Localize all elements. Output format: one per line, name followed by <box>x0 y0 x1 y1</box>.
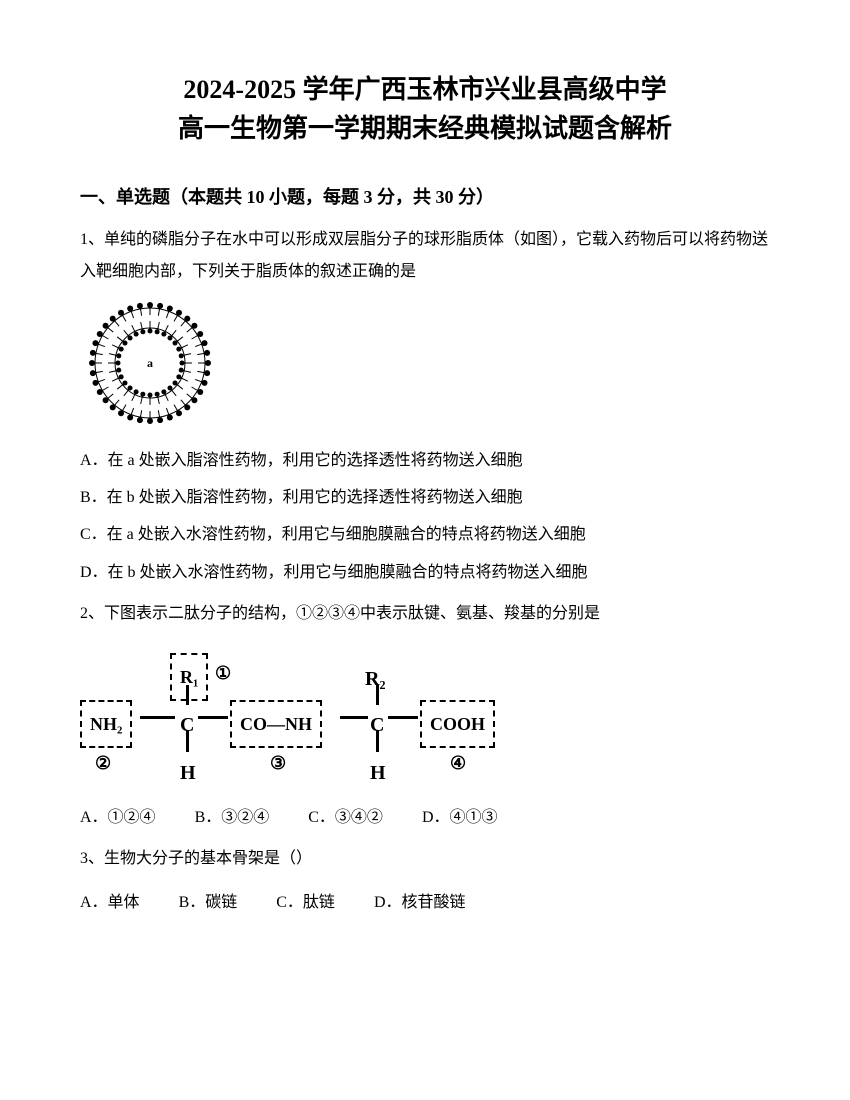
question-3: 3、生物大分子的基本骨架是（） A．单体 B．碳链 C．肽链 D．核苷酸链 <box>80 843 770 920</box>
circle-4: ④ <box>450 745 466 781</box>
q2-option-c: C．③④② <box>308 809 383 826</box>
liposome-label-a: a <box>147 356 153 370</box>
chem-nh2: NH₂ <box>80 700 132 748</box>
chem-h2: H <box>370 753 386 793</box>
title-line-2: 高一生物第一学期期末经典模拟试题含解析 <box>80 109 770 148</box>
q1-option-d: D．在 b 处嵌入水溶性药物，利用它与细胞膜融合的特点将药物送入细胞 <box>80 555 770 590</box>
q3-option-c: C．肽链 <box>276 894 335 911</box>
chem-conh: CO—NH <box>230 700 322 748</box>
question-2-body: 下图表示二肽分子的结构，①②③④中表示肽键、氨基、羧基的分别是 <box>104 605 600 622</box>
q1-option-a: A．在 a 处嵌入脂溶性药物，利用它的选择透性将药物送入细胞 <box>80 443 770 478</box>
bond-8 <box>376 730 379 752</box>
question-2: 2、下图表示二肽分子的结构，①②③④中表示肽键、氨基、羧基的分别是 NH₂ R₁… <box>80 598 770 835</box>
bond-4 <box>388 716 418 719</box>
circle-1: ① <box>215 655 231 691</box>
bond-6 <box>186 730 189 752</box>
q2-options: A．①②④ B．③②④ C．③④② D．④①③ <box>80 800 770 835</box>
q3-option-a: A．单体 <box>80 894 140 911</box>
circle-2: ② <box>95 745 111 781</box>
bond-7 <box>376 685 379 705</box>
question-1-number: 1、 <box>80 231 104 248</box>
bond-5 <box>186 685 189 705</box>
q2-option-a: A．①②④ <box>80 809 156 826</box>
question-3-number: 3、 <box>80 850 104 867</box>
question-1-body: 单纯的磷脂分子在水中可以形成双层脂分子的球形脂质体（如图），它载入药物后可以将药… <box>80 231 768 280</box>
section-header: 一、单选题（本题共 10 小题，每题 3 分，共 30 分） <box>80 183 770 209</box>
q1-option-b: B．在 b 处嵌入脂溶性药物，利用它的选择透性将药物送入细胞 <box>80 480 770 515</box>
q1-option-c: C．在 a 处嵌入水溶性药物，利用它与细胞膜融合的特点将药物送入细胞 <box>80 517 770 552</box>
chem-cooh: COOH <box>420 700 495 748</box>
chem-r1: R₁ <box>170 653 208 701</box>
q2-option-b: B．③②④ <box>195 809 270 826</box>
title-line-1: 2024-2025 学年广西玉林市兴业县高级中学 <box>80 70 770 109</box>
question-2-text: 2、下图表示二肽分子的结构，①②③④中表示肽键、氨基、羧基的分别是 <box>80 598 770 630</box>
liposome-diagram: a (function(){ const svg = document.quer… <box>80 298 230 428</box>
q3-option-b: B．碳链 <box>179 894 238 911</box>
question-3-text: 3、生物大分子的基本骨架是（） <box>80 843 770 875</box>
chem-h1: H <box>180 753 196 793</box>
q3-option-d: D．核苷酸链 <box>374 894 466 911</box>
bond-3 <box>340 716 368 719</box>
bond-1 <box>140 716 175 719</box>
question-1-text: 1、单纯的磷脂分子在水中可以形成双层脂分子的球形脂质体（如图），它载入药物后可以… <box>80 224 770 288</box>
circle-3: ③ <box>270 745 286 781</box>
question-3-body: 生物大分子的基本骨架是（） <box>104 850 312 867</box>
q2-option-d: D．④①③ <box>422 809 498 826</box>
dipeptide-diagram: NH₂ R₁ CO—NH COOH C H R₂ C H ① ② ③ ④ <box>80 645 510 785</box>
bond-2 <box>198 716 228 719</box>
q3-options: A．单体 B．碳链 C．肽链 D．核苷酸链 <box>80 885 770 920</box>
question-1: 1、单纯的磷脂分子在水中可以形成双层脂分子的球形脂质体（如图），它载入药物后可以… <box>80 224 770 590</box>
question-2-number: 2、 <box>80 605 104 622</box>
exam-title: 2024-2025 学年广西玉林市兴业县高级中学 高一生物第一学期期末经典模拟试… <box>80 70 770 148</box>
